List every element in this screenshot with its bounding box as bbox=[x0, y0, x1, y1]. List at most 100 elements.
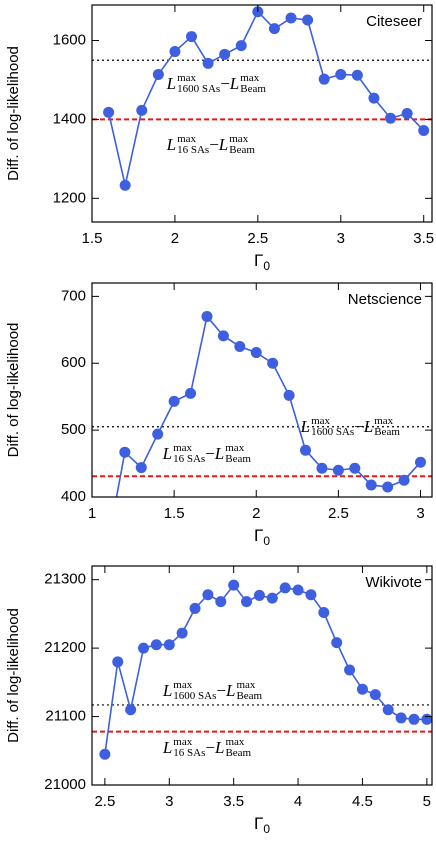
label-scripts: max 16 SAs bbox=[173, 443, 205, 465]
y-tick-label: 1200 bbox=[53, 189, 86, 206]
label-scripts: max 16 SAs bbox=[177, 134, 209, 156]
x-tick-label: 3 bbox=[337, 230, 345, 247]
label-text: L bbox=[166, 74, 177, 94]
label-sup: max bbox=[374, 414, 394, 427]
panel-title: Netscience bbox=[348, 291, 422, 308]
label-text: − bbox=[209, 135, 219, 155]
data-point bbox=[136, 104, 148, 116]
data-point bbox=[351, 69, 363, 81]
x-axis-label-main: Γ bbox=[254, 526, 263, 545]
x-tick-label: 2.5 bbox=[247, 230, 268, 247]
label-scripts: max Beam bbox=[229, 134, 255, 156]
data-point bbox=[219, 48, 231, 60]
data-point bbox=[103, 535, 114, 546]
series-line bbox=[104, 583, 427, 755]
data-point bbox=[176, 627, 188, 639]
data-point bbox=[235, 40, 247, 52]
data-point bbox=[368, 92, 380, 104]
data-point bbox=[201, 310, 213, 322]
label-text: L bbox=[162, 737, 173, 757]
x-axis-label-main: Γ bbox=[254, 251, 263, 270]
data-point bbox=[125, 704, 137, 716]
data-point bbox=[150, 639, 162, 651]
label-text: L bbox=[162, 444, 173, 464]
label-text: L bbox=[214, 737, 225, 757]
data-point bbox=[382, 704, 394, 716]
label-text: − bbox=[205, 444, 215, 464]
label-scripts: max 1600 SAs bbox=[311, 414, 355, 438]
label-text: L bbox=[218, 135, 229, 155]
data-point bbox=[135, 462, 147, 474]
x-tick-label: 1.5 bbox=[164, 505, 185, 522]
y-tick-label: 21100 bbox=[45, 708, 86, 725]
plot-frame bbox=[91, 4, 433, 223]
label-text: L bbox=[300, 416, 311, 436]
data-point bbox=[202, 57, 214, 69]
data-point bbox=[103, 106, 115, 118]
y-tick-label: 700 bbox=[61, 287, 86, 304]
label-text: − bbox=[216, 680, 226, 700]
y-tick-label: 1600 bbox=[53, 31, 86, 48]
y-tick-label: 21000 bbox=[44, 776, 86, 793]
data-point bbox=[279, 582, 291, 594]
label-scripts: max 16 SAs bbox=[173, 735, 206, 759]
data-point bbox=[344, 664, 356, 676]
label-scripts: max Beam bbox=[225, 736, 252, 759]
x-tick-label: 3.5 bbox=[413, 230, 434, 247]
label-sub: Beam bbox=[236, 689, 263, 702]
y-tick-label: 400 bbox=[61, 488, 86, 505]
data-point bbox=[318, 607, 330, 619]
label-sup: max bbox=[311, 414, 331, 427]
data-point bbox=[152, 428, 164, 440]
data-point bbox=[401, 108, 413, 119]
label-text: L bbox=[229, 74, 240, 94]
panel-title: Citeseer bbox=[366, 13, 422, 30]
x-tick-label: 4 bbox=[294, 793, 302, 810]
y-tick-label: 21300 bbox=[44, 571, 86, 588]
label-text: L bbox=[162, 680, 173, 700]
label-text: L bbox=[166, 135, 177, 155]
data-point bbox=[302, 14, 314, 26]
label-sub: 1600 SAs bbox=[311, 425, 355, 438]
label-scripts: max Beam bbox=[225, 443, 251, 465]
label-sup: max bbox=[229, 133, 249, 146]
data-point bbox=[385, 112, 397, 124]
x-axis-label: Γ0 bbox=[254, 251, 270, 273]
data-point bbox=[163, 639, 175, 651]
data-point bbox=[99, 748, 111, 760]
data-point bbox=[369, 689, 381, 701]
x-tick-label: 3 bbox=[165, 793, 173, 810]
data-point bbox=[112, 656, 124, 668]
y-axis-label: Diff. of log-likelihood bbox=[5, 608, 22, 743]
label-sub: 16 SAs bbox=[173, 746, 206, 759]
data-point bbox=[382, 481, 394, 493]
label-sub: Beam bbox=[225, 746, 252, 759]
label-sup: max bbox=[173, 442, 193, 455]
label-sup: max bbox=[173, 735, 193, 748]
data-point bbox=[189, 602, 201, 614]
y-tick-label: 1400 bbox=[53, 110, 86, 127]
data-point bbox=[202, 589, 214, 601]
data-point bbox=[421, 713, 432, 725]
data-point bbox=[395, 712, 407, 724]
label-text: L bbox=[363, 416, 374, 436]
data-point bbox=[250, 347, 262, 359]
data-point bbox=[331, 637, 343, 649]
data-point bbox=[186, 31, 198, 43]
data-point bbox=[285, 12, 297, 24]
plot-area bbox=[92, 579, 432, 760]
data-point bbox=[168, 395, 180, 407]
x-tick-label: 4.5 bbox=[352, 793, 373, 810]
label-sup: max bbox=[177, 133, 197, 146]
data-point bbox=[185, 387, 197, 399]
data-point bbox=[253, 589, 265, 601]
label-scripts: max 1600 SAs bbox=[177, 73, 220, 95]
label-scripts: max Beam bbox=[240, 73, 266, 95]
x-tick-label: 3.5 bbox=[223, 793, 244, 810]
label-text: − bbox=[220, 74, 230, 94]
